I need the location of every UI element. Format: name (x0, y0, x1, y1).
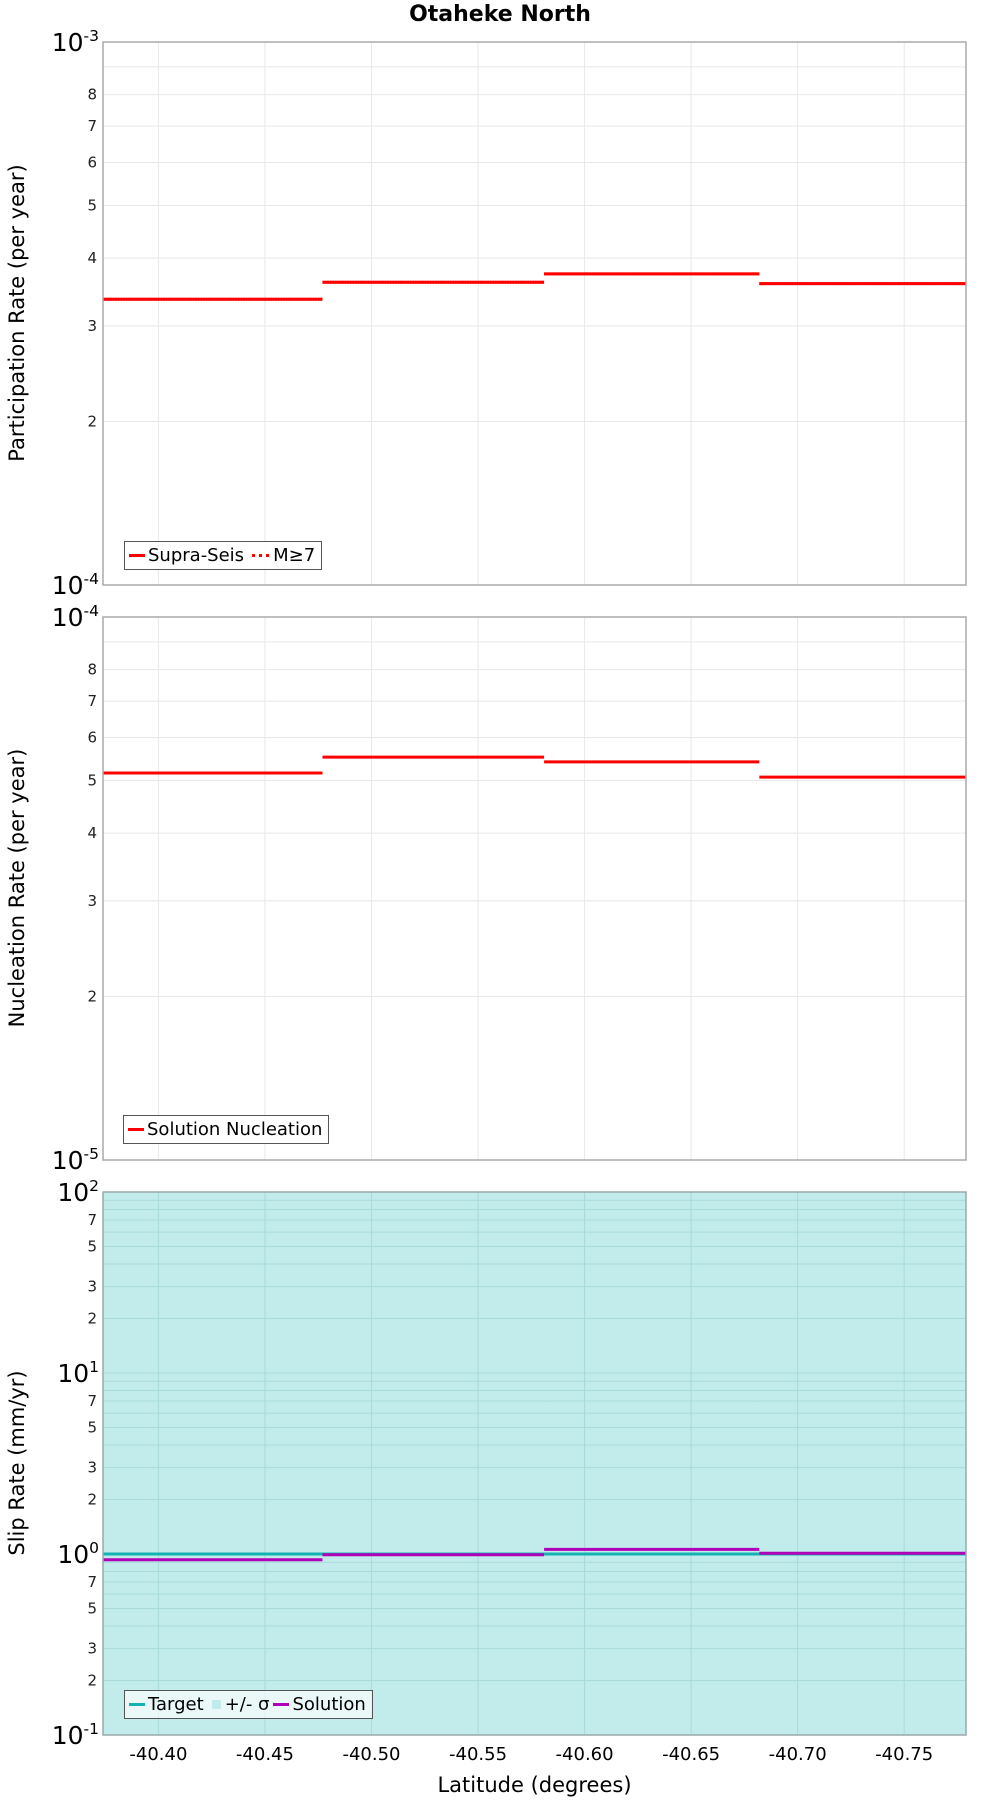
x-tick-label: -40.45 (236, 1744, 294, 1765)
sigma-band (103, 1192, 323, 1735)
legend-label-m7: M≥7 (273, 545, 316, 566)
y-tick-minor-label: 3 (87, 317, 97, 335)
y-tick-minor-label: 5 (87, 1418, 97, 1436)
plot-area (103, 42, 966, 585)
sigma-band (759, 1192, 967, 1735)
x-tick-label: -40.60 (556, 1744, 614, 1765)
y-tick-minor-label: 4 (87, 824, 97, 842)
plot-frame (102, 1191, 967, 1736)
participation-y-axis-title: Participation Rate (per year) (5, 164, 29, 462)
y-tick-minor-label: 4 (87, 249, 97, 267)
y-tick-minor-label: 8 (87, 86, 97, 104)
y-tick-minor-label: 5 (87, 771, 97, 789)
figure-title: Otaheke North (409, 2, 591, 27)
panel-nucleation: 2 3 4 5 6 7 8 10-5 10-4 (52, 602, 967, 1175)
x-tick-label: -40.65 (662, 1744, 720, 1765)
slip-y-axis-title: Slip Rate (mm/yr) (5, 1370, 29, 1556)
y-tick-minor-label: 3 (87, 892, 97, 910)
y-tick-minor-label: 7 (87, 1573, 97, 1591)
y-tick-major-label: 10-4 (52, 570, 99, 600)
y-tick-minor-label: 6 (87, 728, 97, 746)
y-tick-minor-label: 2 (87, 1491, 97, 1509)
nucleation-legend: Solution Nucleation (123, 1115, 330, 1144)
sigma-band (544, 1192, 760, 1735)
y-tick-minor-label: 3 (87, 1459, 97, 1477)
y-tick-major-label: 10-4 (52, 602, 99, 632)
target-line-swatch-icon (129, 1703, 145, 1706)
y-tick-minor-label: 2 (87, 413, 97, 431)
solid-line-swatch-icon (129, 554, 145, 557)
y-tick-minor-label: 8 (87, 661, 97, 679)
y-tick-minor-label: 6 (87, 153, 97, 171)
legend-label-sigma: +/- σ (224, 1694, 270, 1715)
sigma-band (322, 1192, 545, 1735)
y-tick-minor-label: 3 (87, 1640, 97, 1658)
y-tick-minor-label: 7 (87, 692, 97, 710)
plot-frame (102, 616, 967, 1161)
plot-frame (102, 41, 967, 586)
y-tick-minor-label: 7 (87, 1211, 97, 1229)
y-tick-minor-label: 2 (87, 1310, 97, 1328)
participation-legend: Supra-Seis M≥7 (124, 541, 323, 570)
y-tick-major-label: 10-3 (52, 27, 99, 57)
x-tick-label: -40.40 (129, 1744, 187, 1765)
x-axis-title: Latitude (degrees) (437, 1773, 632, 1797)
x-tick-label: -40.70 (769, 1744, 827, 1765)
y-tick-major-label: 101 (57, 1358, 99, 1388)
legend-label-solution-nucleation: Solution Nucleation (147, 1119, 323, 1140)
y-tick-major-label: 10-5 (52, 1145, 99, 1175)
panel-slip: 2 3 5 7 2 3 5 7 2 3 5 7 10-1 100 101 102 -40.40 -40.45 -40… (52, 1177, 967, 1765)
y-tick-minor-label: 5 (87, 1237, 97, 1255)
x-tick-label: -40.50 (342, 1744, 400, 1765)
legend-label-supra-seis: Supra-Seis (148, 545, 245, 566)
y-tick-major-label: 100 (57, 1539, 99, 1569)
y-tick-major-label: 102 (57, 1177, 99, 1207)
slip-legend: Target +/- σ Solution (124, 1690, 373, 1719)
panel-participation: 2 3 4 5 6 7 8 10-4 10-3 (52, 27, 967, 600)
legend-label-solution: Solution (292, 1694, 366, 1715)
y-tick-minor-label: 3 (87, 1278, 97, 1296)
x-tick-label: -40.55 (449, 1744, 507, 1765)
y-tick-minor-label: 2 (87, 1672, 97, 1690)
nucleation-y-axis-title: Nucleation Rate (per year) (5, 748, 29, 1028)
sigma-fill-swatch-icon (211, 1700, 221, 1709)
y-tick-minor-label: 5 (87, 1599, 97, 1617)
y-tick-major-label: 10-1 (52, 1720, 99, 1750)
dotted-line-swatch-icon (252, 554, 270, 557)
y-tick-minor-label: 7 (87, 1392, 97, 1410)
solution-line-swatch-icon (273, 1703, 290, 1706)
legend-label-target: Target (148, 1694, 204, 1715)
solid-line-swatch-icon (128, 1128, 144, 1131)
y-tick-minor-label: 2 (87, 988, 97, 1006)
y-tick-minor-label: 5 (87, 196, 97, 214)
x-tick-label: -40.75 (875, 1744, 933, 1765)
plot-area (103, 617, 966, 1160)
y-tick-minor-label: 7 (87, 117, 97, 135)
